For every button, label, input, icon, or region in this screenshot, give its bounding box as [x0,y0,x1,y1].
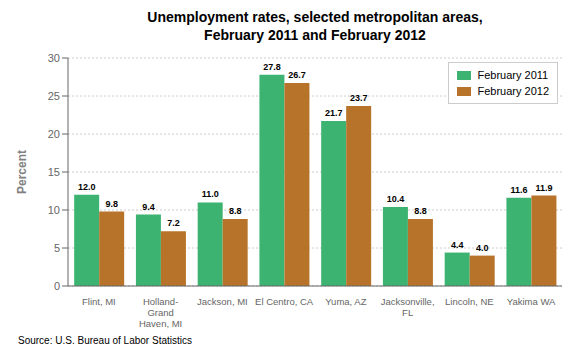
svg-text:11.9: 11.9 [535,183,552,193]
svg-text:10.4: 10.4 [387,194,405,204]
svg-text:9.4: 9.4 [142,202,155,212]
svg-text:15: 15 [48,166,60,178]
svg-text:27.8: 27.8 [263,62,281,72]
svg-text:Percent: Percent [15,150,29,194]
svg-text:Holland-GrandHaven, MI: Holland-GrandHaven, MI [139,296,182,329]
svg-text:11.0: 11.0 [202,189,219,199]
svg-text:0: 0 [54,280,60,292]
svg-text:Yuma, AZ: Yuma, AZ [325,296,366,307]
svg-text:23.7: 23.7 [350,93,368,103]
svg-text:El Centro, CA: El Centro, CA [255,296,314,307]
svg-text:Yakima WA: Yakima WA [507,296,556,307]
svg-text:9.8: 9.8 [105,199,118,209]
svg-text:10: 10 [48,204,60,216]
html-text:February 2011 and February 201: February 2011 and February 2012 [204,27,426,43]
svg-text:8.8: 8.8 [229,206,242,216]
svg-text:20: 20 [48,128,60,140]
svg-text:Jacksonville,FL: Jacksonville,FL [381,296,435,318]
svg-text:7.2: 7.2 [167,218,180,228]
svg-text:4.0: 4.0 [476,243,489,253]
svg-text:8.8: 8.8 [414,206,427,216]
html-text:Source: U.S. Bureau of Labor S: Source: U.S. Bureau of Labor Statistics [18,335,192,346]
html-text:Unemployment rates, selected m: Unemployment rates, selected metropolita… [147,9,483,25]
svg-text:11.6: 11.6 [510,185,527,195]
html-text:February 2011: February 2011 [477,69,549,81]
svg-text:26.7: 26.7 [288,70,306,80]
html-text:February 2012: February 2012 [477,85,549,97]
svg-text:30: 30 [48,52,60,64]
svg-text:Jackson, MI: Jackson, MI [197,296,248,307]
svg-text:4.4: 4.4 [451,240,464,250]
svg-text:Flint, MI: Flint, MI [82,296,116,307]
svg-text:Lincoln, NE: Lincoln, NE [445,296,494,307]
svg-text:5: 5 [54,242,60,254]
svg-text:12.0: 12.0 [78,182,96,192]
svg-text:25: 25 [48,90,60,102]
svg-text:21.7: 21.7 [325,108,343,118]
